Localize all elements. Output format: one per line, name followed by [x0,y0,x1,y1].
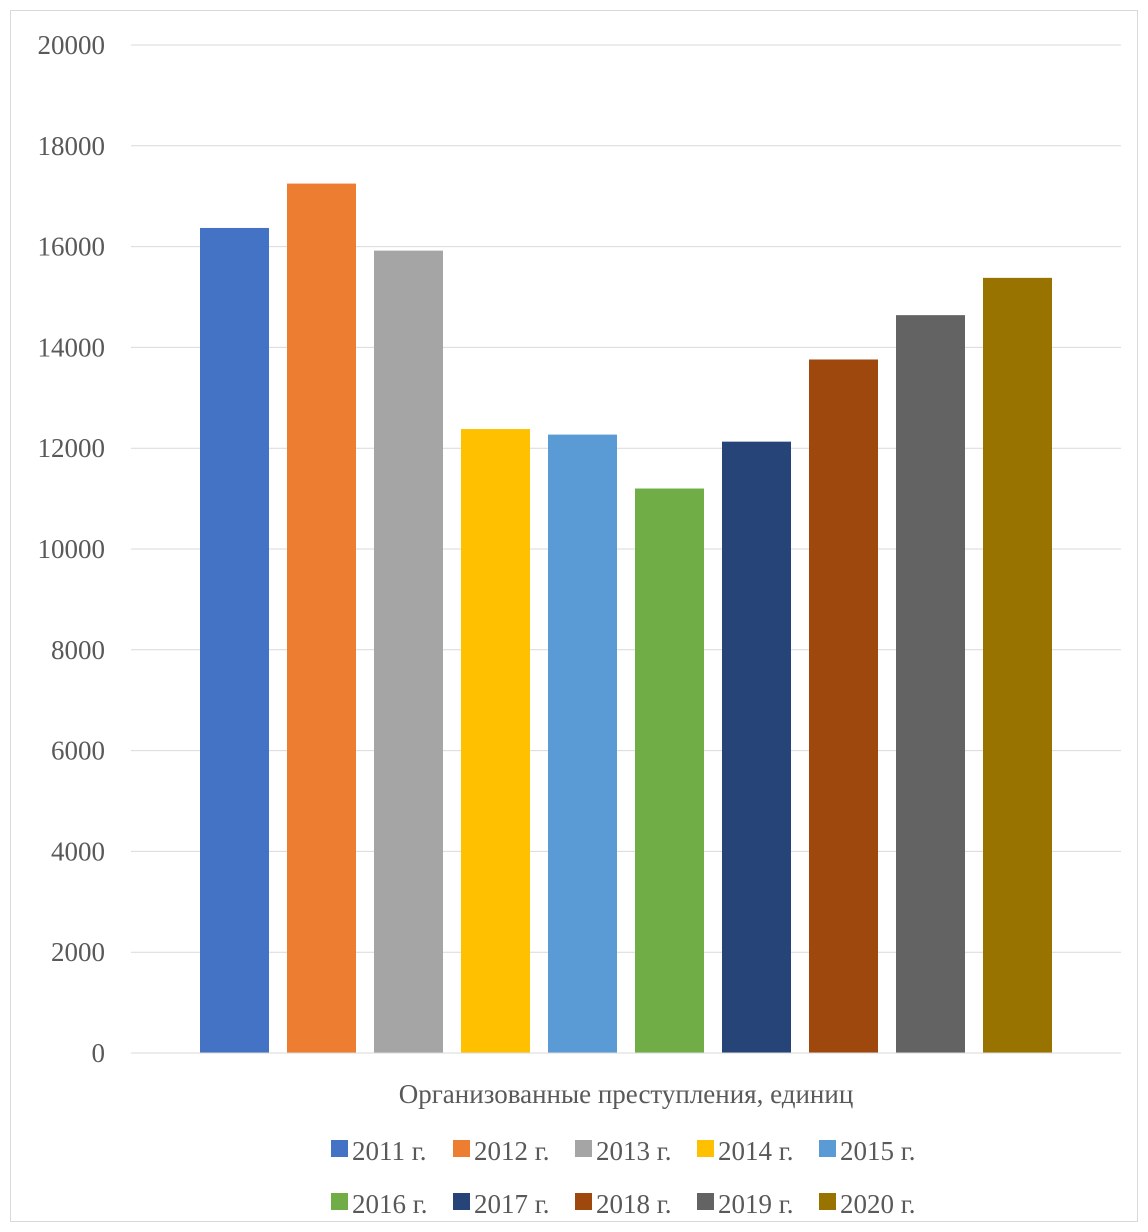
legend-item-2019: 2019 г. [697,1189,794,1219]
legend-item-2018: 2018 г. [575,1189,672,1219]
y-tick-label: 20000 [38,30,106,60]
bar-2020 [983,277,1052,1053]
legend-swatch [453,1193,470,1210]
y-tick-label: 2000 [51,937,105,967]
bar-chart: 0 2000 4000 6000 8000 10000 12000 14000 16000 180… [38,30,1121,1219]
legend-label: 2018 г. [596,1189,672,1219]
y-tick-label: 14000 [38,332,106,362]
y-axis-ticks: 0 2000 4000 6000 8000 10000 12000 14000 16000 180… [38,30,106,1068]
legend-label: 2019 г. [718,1189,794,1219]
legend-item-2014: 2014 г. [697,1136,794,1166]
legend-swatch [697,1140,714,1157]
bar-2015 [548,434,617,1053]
bar-2018 [809,359,878,1054]
legend-swatch [575,1140,592,1157]
legend-item-2017: 2017 г. [453,1189,550,1219]
legend-label: 2013 г. [596,1136,672,1166]
legend-item-2013: 2013 г. [575,1136,672,1166]
bar-2012 [287,183,356,1054]
legend-swatch [331,1193,348,1210]
gridlines [131,44,1121,953]
x-category-label: Организованные преступления, единиц [399,1079,854,1109]
bar-2017 [722,441,791,1053]
legend-swatch [331,1140,348,1157]
legend-swatch [575,1193,592,1210]
y-tick-label: 6000 [51,736,105,766]
legend-swatch [697,1193,714,1210]
chart-frame: 0 2000 4000 6000 8000 10000 12000 14000 16000 180… [10,10,1138,1222]
legend-item-2015: 2015 г. [819,1136,916,1166]
legend-item-2011: 2011 г. [331,1136,427,1166]
legend-item-2012: 2012 г. [453,1136,550,1166]
y-tick-label: 8000 [51,635,105,665]
legend-label: 2015 г. [840,1136,916,1166]
bar-2011 [200,227,269,1053]
y-tick-label: 0 [92,1038,106,1068]
legend-label: 2016 г. [352,1189,428,1219]
bar-2013 [374,250,443,1053]
y-tick-label: 12000 [38,433,106,463]
legend-label: 2017 г. [474,1189,550,1219]
legend-swatch [819,1140,836,1157]
bar-2016 [635,488,704,1053]
legend-label: 2014 г. [718,1136,794,1166]
legend-item-2016: 2016 г. [331,1189,428,1219]
legend-item-2020: 2020 г. [819,1189,916,1219]
bars [200,183,1052,1054]
y-tick-label: 10000 [38,534,106,564]
legend-swatch [453,1140,470,1157]
legend-label: 2020 г. [840,1189,916,1219]
y-tick-label: 4000 [51,836,105,866]
legend-swatch [819,1193,836,1210]
legend: 2011 г. 2012 г. 2013 г. 2014 г. 2015 г. 2016 … [331,1136,916,1219]
y-tick-label: 16000 [38,232,106,262]
bar-2014 [461,429,530,1054]
legend-label: 2012 г. [474,1136,550,1166]
y-tick-label: 18000 [38,131,106,161]
bar-2019 [896,315,965,1053]
legend-label: 2011 г. [352,1136,427,1166]
